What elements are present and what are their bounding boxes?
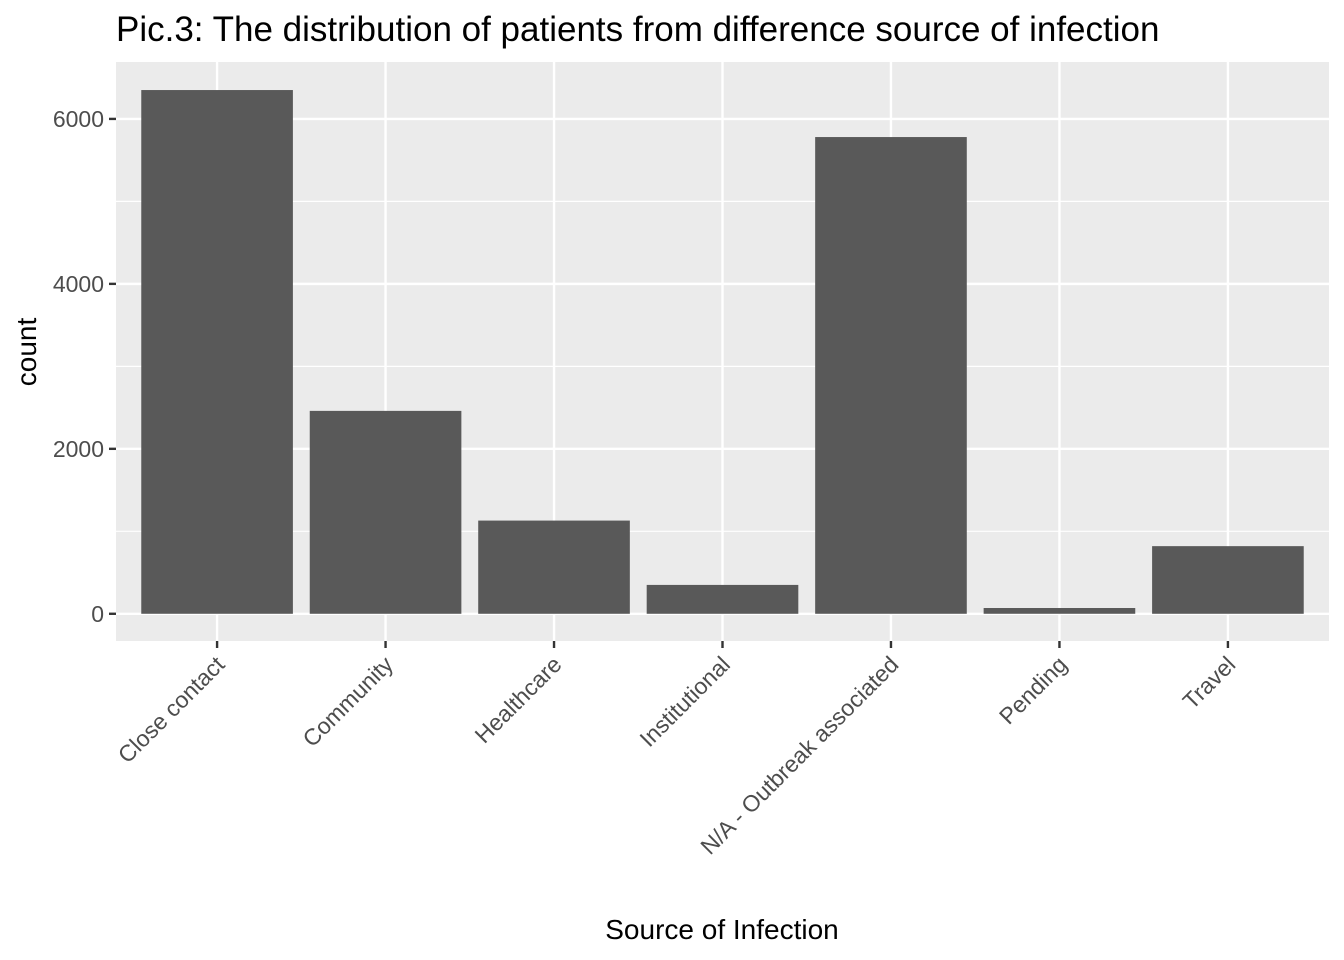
y-axis-title: count <box>11 318 42 387</box>
y-tick-label: 0 <box>91 601 104 627</box>
bars <box>141 90 1304 614</box>
x-tick-label: Travel <box>1177 651 1240 714</box>
bar <box>983 608 1136 614</box>
bar <box>1152 546 1304 614</box>
x-tick-label: Community <box>297 651 398 752</box>
bar <box>815 137 967 614</box>
x-axis-title: Source of Infection <box>605 914 838 945</box>
chart-title: Pic.3: The distribution of patients from… <box>116 10 1159 49</box>
y-tick-label: 2000 <box>53 436 104 462</box>
y-axis: 0 2000 4000 6000 <box>53 106 116 627</box>
x-tick-label: Close contact <box>113 651 230 768</box>
bar <box>646 584 799 614</box>
y-tick-label: 4000 <box>53 271 104 297</box>
x-tick-label: Healthcare <box>470 651 567 748</box>
x-tick-label: Institutional <box>634 651 735 752</box>
x-tick-label: N/A - Outbreak associated <box>695 651 903 859</box>
bar <box>309 410 462 614</box>
bar <box>478 520 630 614</box>
x-tick-label: Pending <box>994 651 1072 729</box>
y-tick-label: 6000 <box>53 106 104 132</box>
x-axis: Close contact Community Healthcare Institut… <box>113 641 1240 859</box>
bar <box>141 90 293 614</box>
